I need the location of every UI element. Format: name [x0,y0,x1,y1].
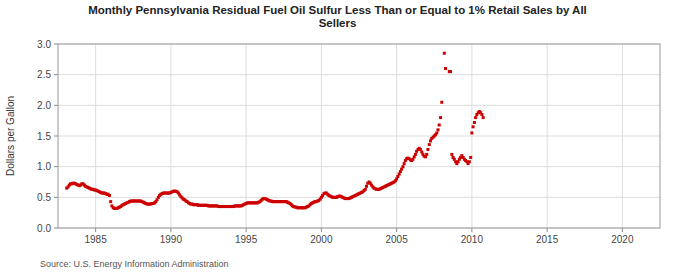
grid-line [170,44,171,228]
point [437,128,440,131]
tick [54,74,58,75]
point [403,162,406,165]
point [428,143,431,146]
grid [58,44,660,228]
point [439,116,442,119]
grid-line [246,44,247,228]
tick [170,228,171,232]
tick [246,228,247,232]
grid-line [58,197,660,198]
grid-line [58,166,660,167]
grid-line [58,74,660,75]
point [438,123,441,126]
point [474,116,477,119]
point [425,153,428,156]
point [364,188,367,191]
point [482,116,485,119]
tick [547,228,548,232]
tick-label: 1995 [235,234,258,245]
point [109,200,112,203]
tick-label: 1.0 [37,161,51,172]
tick-label: 1.5 [37,131,51,142]
tick [54,105,58,106]
tick-label: 2000 [310,234,333,245]
point [472,125,475,128]
point [365,185,368,188]
tick-label: 3.0 [37,39,51,50]
point [468,160,471,163]
tick-label: 0.0 [37,223,51,234]
point [108,194,111,197]
grid-line [396,44,397,228]
point [444,67,447,70]
tick [54,197,58,198]
tick [95,228,96,232]
point [401,165,404,168]
tick-label: 1990 [160,234,183,245]
point [426,148,429,151]
tick-label: 2005 [386,234,409,245]
point [450,153,453,156]
point [443,52,446,55]
point [449,70,452,73]
grid-line [58,136,660,137]
tick-label: 2.5 [37,69,51,80]
data-points [65,52,484,210]
point [480,113,483,116]
grid-line [622,44,623,228]
tick-label: 0.5 [37,192,51,203]
tick [54,228,58,229]
tick [471,228,472,232]
tick-label: 2010 [461,234,484,245]
point [469,156,472,159]
tick [622,228,623,232]
tick [321,228,322,232]
tick-label: 2.0 [37,100,51,111]
tick-label: 2015 [536,234,559,245]
point [470,131,473,134]
tick-label: 2020 [611,234,634,245]
point [473,121,476,124]
chart: Monthly Pennsylvania Residual Fuel Oil S… [0,0,675,275]
point [435,131,438,134]
grid-line [547,44,548,228]
grid-line [95,44,96,228]
point [414,153,417,156]
tick [54,136,58,137]
title: Monthly Pennsylvania Residual Fuel Oil S… [88,4,587,29]
axes: 0.0 0.5 1.0 1.5 2.0 2.5 3.0 1985 1990 1995 2000 200… [37,39,660,246]
grid-line [58,105,660,106]
grid-line [471,44,472,228]
tick [54,44,58,45]
tick-label: 1985 [85,234,108,245]
point [440,101,443,104]
plot-frame [58,44,660,228]
source-note: Source: U.S. Energy Information Administ… [40,259,229,269]
tick [396,228,397,232]
tick [54,166,58,167]
y-axis-label: Dollars per Gallon [5,96,16,176]
